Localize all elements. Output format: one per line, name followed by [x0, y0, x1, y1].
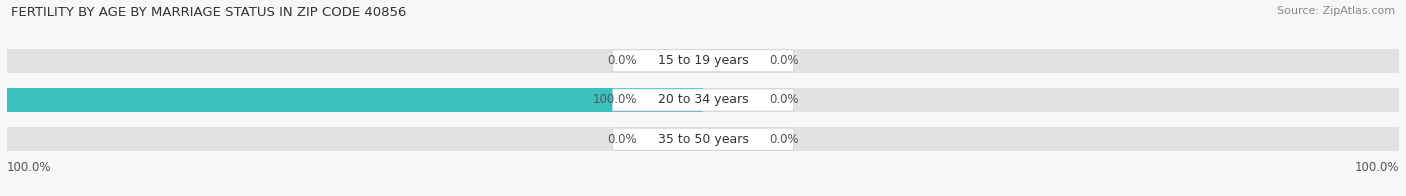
- Text: 20 to 34 years: 20 to 34 years: [658, 93, 748, 106]
- FancyBboxPatch shape: [613, 128, 793, 150]
- Text: FERTILITY BY AGE BY MARRIAGE STATUS IN ZIP CODE 40856: FERTILITY BY AGE BY MARRIAGE STATUS IN Z…: [11, 6, 406, 19]
- Bar: [703, 51, 759, 71]
- Bar: [647, 90, 703, 110]
- Bar: [703, 129, 759, 149]
- Text: Source: ZipAtlas.com: Source: ZipAtlas.com: [1277, 6, 1395, 16]
- Text: 100.0%: 100.0%: [7, 161, 52, 174]
- Bar: [703, 49, 1399, 73]
- Bar: [703, 88, 1399, 112]
- Text: 0.0%: 0.0%: [769, 93, 799, 106]
- Bar: [7, 88, 703, 112]
- Bar: [703, 127, 1399, 151]
- Text: 15 to 19 years: 15 to 19 years: [658, 54, 748, 67]
- Text: 0.0%: 0.0%: [607, 54, 637, 67]
- FancyBboxPatch shape: [613, 89, 793, 111]
- Text: 0.0%: 0.0%: [607, 133, 637, 146]
- Text: 100.0%: 100.0%: [592, 93, 637, 106]
- Bar: [647, 51, 703, 71]
- Text: 0.0%: 0.0%: [769, 133, 799, 146]
- Bar: [647, 129, 703, 149]
- Bar: [7, 127, 703, 151]
- FancyBboxPatch shape: [613, 50, 793, 72]
- Text: 35 to 50 years: 35 to 50 years: [658, 133, 748, 146]
- Bar: [703, 90, 759, 110]
- Bar: [7, 88, 703, 112]
- Text: 0.0%: 0.0%: [769, 54, 799, 67]
- Bar: [7, 49, 703, 73]
- Text: 100.0%: 100.0%: [1354, 161, 1399, 174]
